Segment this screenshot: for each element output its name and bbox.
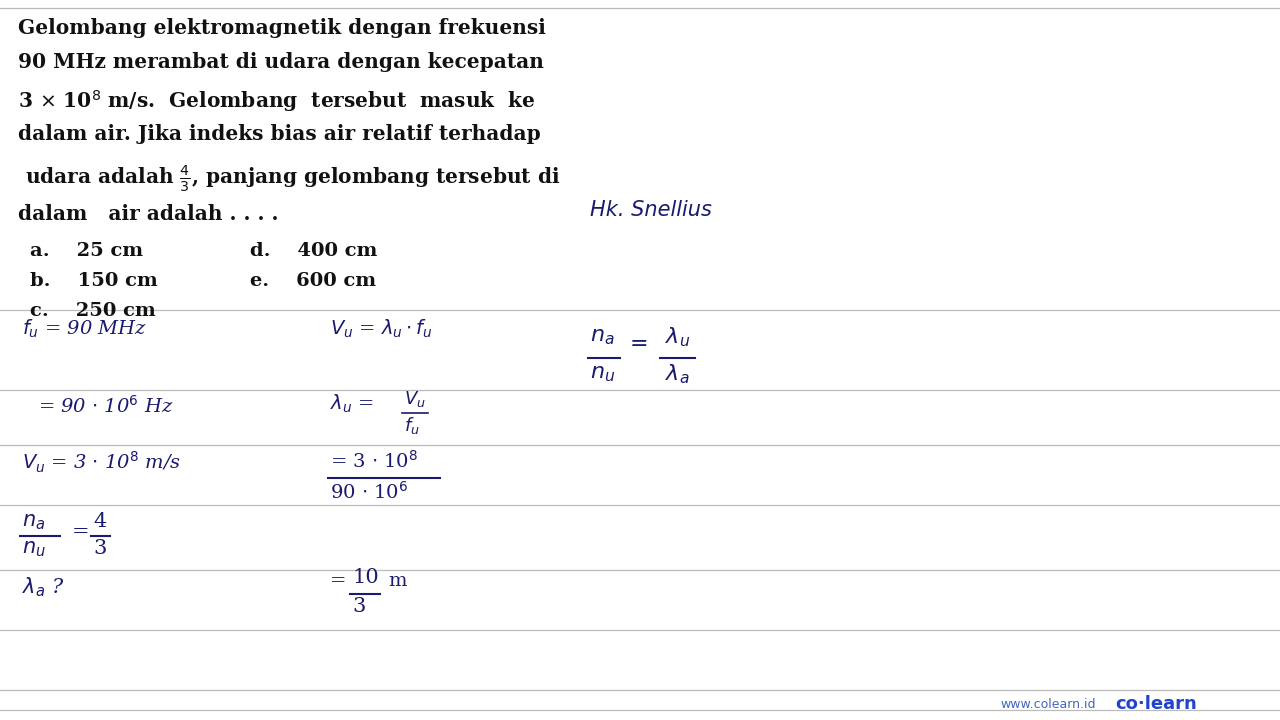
Text: $n_u$: $n_u$ [590,362,616,384]
Text: c.    250 cm: c. 250 cm [29,302,156,320]
Text: $f_u$ = 90 MHz: $f_u$ = 90 MHz [22,318,147,341]
Text: co·learn: co·learn [1115,695,1197,713]
Text: www.colearn.id: www.colearn.id [1000,698,1096,711]
Text: a.    25 cm: a. 25 cm [29,242,143,260]
Text: m: m [388,572,407,590]
Text: $n_a$: $n_a$ [590,325,614,347]
Text: e.    600 cm: e. 600 cm [250,272,376,290]
Text: =: = [630,333,649,355]
Text: $V_u$ = $\lambda_u \cdot f_u$: $V_u$ = $\lambda_u \cdot f_u$ [330,318,433,341]
Text: $\lambda_u$: $\lambda_u$ [666,325,690,348]
Text: $\lambda_a$: $\lambda_a$ [666,362,690,386]
Text: $\lambda_a$ ?: $\lambda_a$ ? [22,575,65,598]
Text: $V_u$ = 3 $\cdot$ 10$^8$ m/s: $V_u$ = 3 $\cdot$ 10$^8$ m/s [22,450,182,475]
Text: b.    150 cm: b. 150 cm [29,272,157,290]
Text: $\lambda_u$ =: $\lambda_u$ = [330,393,374,415]
Text: =: = [72,522,90,541]
Text: Hk. Snellius: Hk. Snellius [590,200,712,220]
Text: d.    400 cm: d. 400 cm [250,242,378,260]
Text: $n_u$: $n_u$ [22,539,46,559]
Text: =: = [330,572,347,590]
Text: Gelombang elektromagnetik dengan frekuensi: Gelombang elektromagnetik dengan frekuen… [18,18,545,38]
Text: = 90 $\cdot$ 10$^6$ Hz: = 90 $\cdot$ 10$^6$ Hz [38,395,174,417]
Text: $V_u$: $V_u$ [404,389,426,409]
Text: dalam air. Jika indeks bias air relatif terhadap: dalam air. Jika indeks bias air relatif … [18,124,540,144]
Text: dalam   air adalah . . . .: dalam air adalah . . . . [18,204,279,224]
Text: $f_u$: $f_u$ [404,415,420,436]
Text: 4: 4 [93,512,106,531]
Text: 90 $\cdot$ 10$^6$: 90 $\cdot$ 10$^6$ [330,481,408,503]
Text: 3 $\times$ 10$^8$ m/s.  Gelombang  tersebut  masuk  ke: 3 $\times$ 10$^8$ m/s. Gelombang tersebu… [18,88,536,114]
Text: 3: 3 [352,597,365,616]
Text: 90 MHz merambat di udara dengan kecepatan: 90 MHz merambat di udara dengan kecepata… [18,52,544,72]
Text: = 3 $\cdot$ 10$^8$: = 3 $\cdot$ 10$^8$ [330,450,419,472]
Text: $n_a$: $n_a$ [22,512,45,531]
Text: udara adalah $\frac{4}{3}$, panjang gelombang tersebut di: udara adalah $\frac{4}{3}$, panjang gelo… [18,164,561,194]
Text: 10: 10 [352,568,379,587]
Text: 3: 3 [93,539,106,558]
